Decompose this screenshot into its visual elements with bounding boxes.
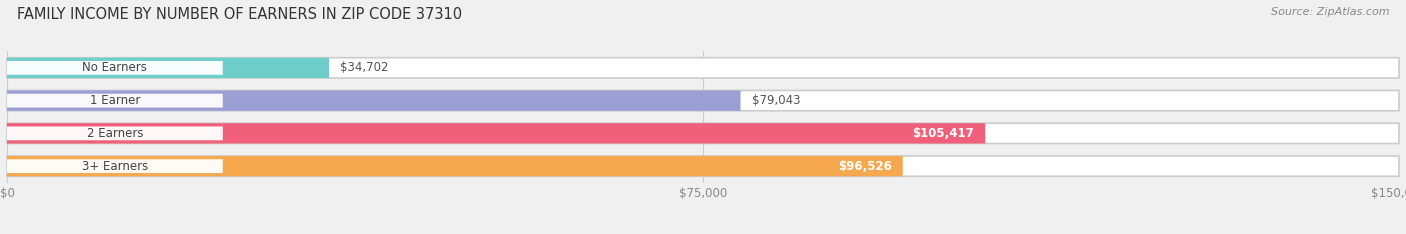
FancyBboxPatch shape [7,94,222,108]
FancyBboxPatch shape [7,159,222,173]
FancyBboxPatch shape [7,156,903,176]
Text: $34,702: $34,702 [340,61,388,74]
FancyBboxPatch shape [7,123,986,143]
FancyBboxPatch shape [7,123,1399,143]
FancyBboxPatch shape [7,61,222,75]
FancyBboxPatch shape [7,156,1399,176]
Text: 3+ Earners: 3+ Earners [82,160,148,173]
Text: $79,043: $79,043 [752,94,800,107]
FancyBboxPatch shape [7,91,741,111]
Text: 2 Earners: 2 Earners [87,127,143,140]
Text: Source: ZipAtlas.com: Source: ZipAtlas.com [1271,7,1389,17]
Text: 1 Earner: 1 Earner [90,94,141,107]
FancyBboxPatch shape [7,58,329,78]
Text: $105,417: $105,417 [912,127,974,140]
Text: No Earners: No Earners [83,61,148,74]
FancyBboxPatch shape [7,126,222,140]
FancyBboxPatch shape [7,91,1399,111]
FancyBboxPatch shape [7,58,1399,78]
Text: $96,526: $96,526 [838,160,891,173]
Text: FAMILY INCOME BY NUMBER OF EARNERS IN ZIP CODE 37310: FAMILY INCOME BY NUMBER OF EARNERS IN ZI… [17,7,463,22]
